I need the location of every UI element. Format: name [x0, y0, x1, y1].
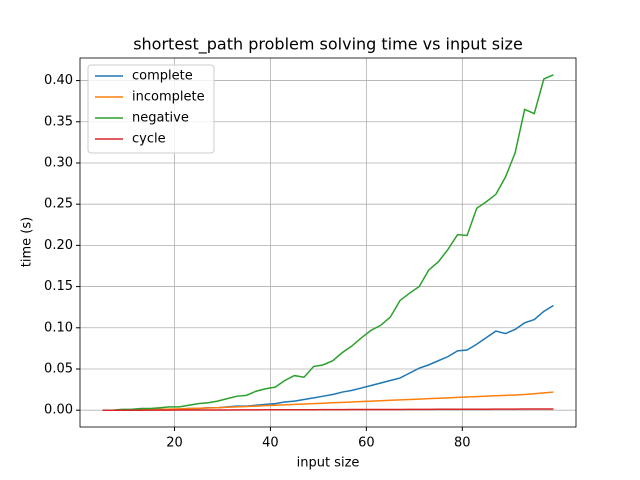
plot-frame: [79, 57, 577, 428]
legend-box: [87, 64, 215, 154]
y-tick-label: 0.10: [44, 320, 73, 335]
chart-title: shortest_path problem solving time vs in…: [133, 35, 523, 55]
y-tick-label: 0.40: [44, 73, 73, 88]
x-tick-label: 80: [454, 436, 471, 451]
y-axis-label: time (s): [20, 217, 35, 267]
x-tick-label: 60: [358, 436, 375, 451]
legend-label: negative: [132, 111, 189, 126]
y-tick-label: 0.20: [44, 238, 73, 253]
legend-label: cycle: [132, 132, 166, 147]
line-series: [102, 408, 554, 411]
line-series: [102, 304, 554, 411]
legend-label: incomplete: [132, 90, 205, 105]
y-tick-label: 0.30: [44, 155, 73, 170]
y-tick-label: 0.15: [44, 279, 73, 294]
legend-label: complete: [132, 69, 193, 84]
y-tick-label: 0.00: [44, 403, 73, 418]
x-tick-label: 40: [262, 436, 279, 451]
y-tick-label: 0.05: [44, 361, 73, 376]
x-tick-label: 20: [166, 436, 183, 451]
y-tick-label: 0.25: [44, 197, 73, 212]
x-axis-label: input size: [297, 456, 360, 471]
line-series: [102, 391, 554, 411]
line-series: [102, 74, 554, 411]
y-tick-label: 0.35: [44, 114, 73, 129]
